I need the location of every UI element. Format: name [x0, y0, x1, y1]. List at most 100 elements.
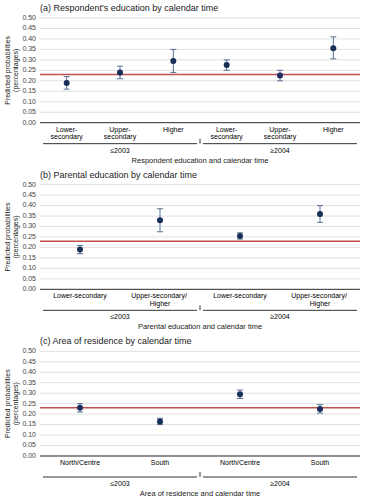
y-tick-label: 0.25	[22, 66, 36, 73]
dot	[237, 391, 243, 397]
y-tick-label: 0.30	[22, 222, 36, 229]
y-tick-label: 0.25	[22, 233, 36, 240]
plot-area	[40, 37, 360, 89]
group-bracket	[43, 477, 197, 478]
grid-line	[40, 195, 360, 196]
group-bracket	[203, 143, 357, 144]
grid-line	[40, 424, 360, 425]
grid-line	[40, 205, 360, 206]
y-tick-label: 0.10	[22, 264, 36, 271]
y-axis-label-line: Predicted probabilities	[4, 35, 12, 104]
reference-line	[40, 407, 360, 409]
dot	[170, 58, 176, 64]
group-bracket	[43, 310, 197, 311]
x-tick-label-line: Higher	[310, 300, 331, 308]
y-tick-label: 0.05	[22, 441, 36, 448]
grid-line	[40, 445, 360, 446]
dot	[317, 211, 323, 217]
x-axis-label: Area of residence and calendar time	[140, 489, 261, 498]
x-tick-label: Upper-secondary/ Higher	[131, 292, 189, 308]
x-axis-label: Parental education and calendar time	[138, 322, 262, 331]
error-bar	[317, 405, 323, 413]
group-label: ≤2003	[110, 147, 130, 154]
error-bar	[237, 233, 243, 239]
x-tick-label-line: South	[311, 459, 329, 466]
y-tick-label: 0.15	[22, 420, 36, 427]
grid-line	[40, 435, 360, 436]
grid-line	[40, 289, 360, 290]
dot	[157, 217, 163, 223]
y-tick-label: 0.40	[22, 368, 36, 375]
grid-line	[40, 28, 360, 29]
y-tick-label: 0.50	[22, 347, 36, 354]
y-tick-label: 0.35	[22, 212, 36, 219]
grid-line	[40, 184, 360, 185]
x-axis-label: Respondent education and calendar time	[132, 156, 269, 165]
group-divider	[200, 472, 201, 477]
y-tick-label: 0.35	[22, 379, 36, 386]
plot-area	[40, 206, 360, 254]
x-tick-label-line: Higher	[323, 126, 344, 134]
error-bar	[224, 60, 230, 70]
x-tick-label: North/Centre	[60, 459, 100, 466]
grid-line	[40, 372, 360, 373]
grid-line	[40, 257, 360, 258]
y-axis-label: Predicted probabilities(percentages)	[4, 35, 20, 104]
x-tick-label: Lower-secondary	[213, 292, 267, 300]
x-tick-label-line: Lower-secondary	[53, 292, 107, 300]
dot	[157, 418, 163, 424]
grid-line	[40, 122, 360, 123]
panel: (c) Area of residence by calendar time0.…	[4, 336, 360, 498]
x-tick-label: Upper-secondary	[104, 126, 137, 142]
chart: (a) Respondent's education by calendar t…	[0, 0, 368, 500]
y-tick-label: 0.00	[22, 285, 36, 292]
grid-line	[40, 226, 360, 227]
x-tick-label: Upper-secondary	[264, 126, 297, 142]
grid-line	[40, 38, 360, 39]
y-tick-label: 0.40	[22, 35, 36, 42]
y-tick-label: 0.45	[22, 191, 36, 198]
x-tick-label-line: Higher	[150, 300, 171, 308]
x-tick-label-line: South	[151, 459, 169, 466]
error-bar	[77, 245, 83, 253]
x-tick-label: Lower-secondary	[51, 126, 84, 142]
grid-line	[40, 351, 360, 352]
x-tick-label-line: secondary	[264, 133, 297, 141]
grid-line	[40, 101, 360, 102]
error-bar	[330, 37, 336, 59]
x-tick-label: Higher	[163, 126, 184, 134]
grid-line	[40, 268, 360, 269]
x-tick-label: North/Centre	[220, 459, 260, 466]
y-tick-label: 0.10	[22, 98, 36, 105]
x-axis-line	[40, 289, 360, 290]
y-tick-label: 0.30	[22, 389, 36, 396]
y-tick-label: 0.15	[22, 87, 36, 94]
grid-line	[40, 49, 360, 50]
dot	[330, 45, 336, 51]
group-label: ≤2003	[110, 313, 130, 320]
title: (b) Parental education by calendar time	[40, 170, 197, 180]
error-bar	[157, 418, 163, 424]
group-bracket	[203, 477, 357, 478]
y-axis-label: Predicted probabilities(percentages)	[4, 202, 20, 271]
grid-line	[40, 70, 360, 71]
error-bar	[117, 66, 123, 79]
grid-line	[40, 361, 360, 362]
y-axis-label-line: Predicted probabilities	[4, 202, 12, 271]
dot	[224, 62, 230, 68]
grid-line	[40, 80, 360, 81]
grid-line	[40, 456, 360, 457]
y-tick-label: 0.25	[22, 400, 36, 407]
group-bracket	[203, 310, 357, 311]
group-label: ≥2004	[270, 480, 290, 487]
x-axis-line	[40, 122, 360, 123]
panel: (a) Respondent's education by calendar t…	[4, 3, 360, 165]
x-tick-label: Lower-secondary	[53, 292, 107, 300]
grid-line	[40, 112, 360, 113]
y-tick-label: 0.15	[22, 254, 36, 261]
y-tick-label: 0.45	[22, 358, 36, 365]
dot	[77, 405, 83, 411]
y-tick-label: 0.50	[22, 181, 36, 188]
grid-line	[40, 382, 360, 383]
y-axis-label-line: (percentages)	[12, 215, 20, 258]
